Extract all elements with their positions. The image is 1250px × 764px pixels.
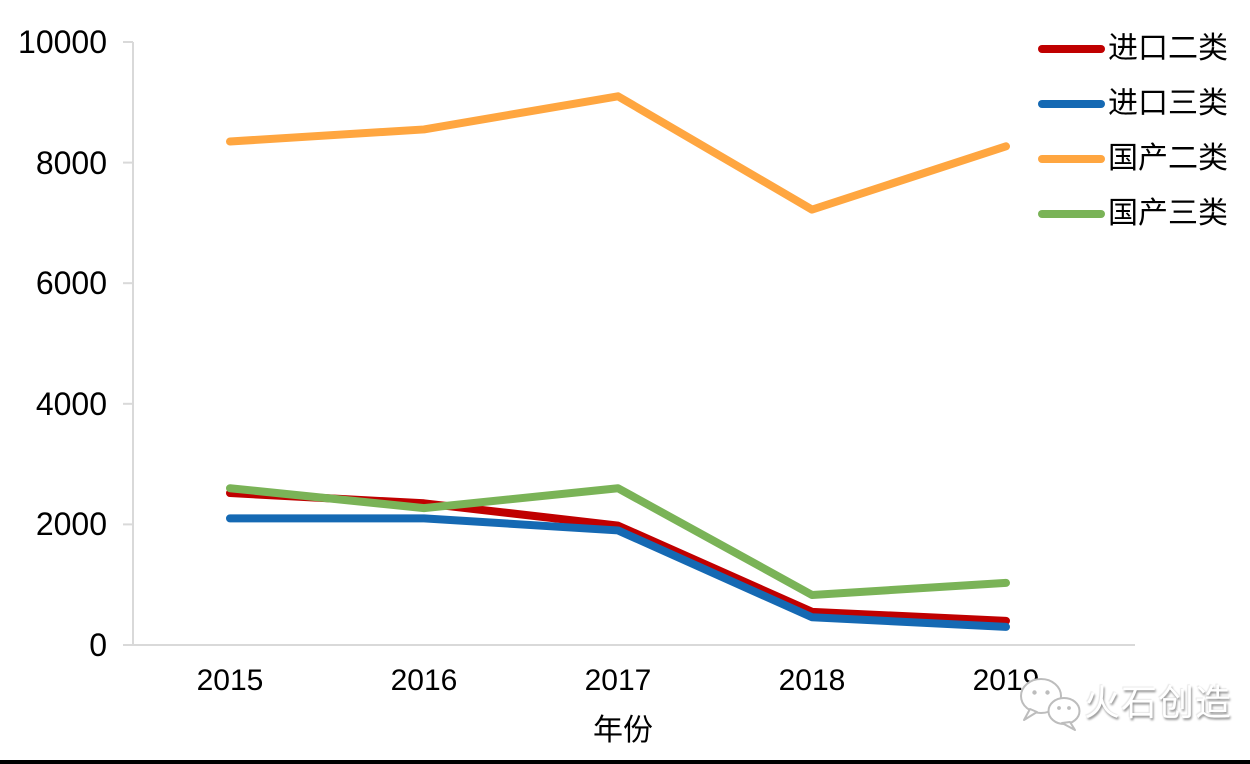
x-axis-tick-label: 2018 xyxy=(778,664,846,697)
legend-item: 进口三类 xyxy=(1038,76,1228,131)
legend-item: 国产三类 xyxy=(1038,186,1228,241)
series-line-进口二类 xyxy=(226,489,1010,625)
series-line-进口三类 xyxy=(226,514,1010,631)
x-axis-title: 年份 xyxy=(593,714,653,747)
wechat-logo-icon xyxy=(1020,678,1081,731)
legend-item: 进口二类 xyxy=(1038,21,1228,76)
bottom-divider xyxy=(0,760,1250,764)
legend-label: 国产二类 xyxy=(1108,141,1228,175)
legend-label: 进口三类 xyxy=(1108,86,1228,120)
legend-swatch xyxy=(1038,209,1105,218)
x-axis-tick-label: 2016 xyxy=(390,664,458,697)
y-axis-tick-label: 10000 xyxy=(18,24,107,60)
legend-item: 国产二类 xyxy=(1038,131,1228,186)
legend-swatch xyxy=(1038,154,1105,163)
y-axis-tick-label: 0 xyxy=(89,627,107,663)
legend: 进口二类进口三类国产二类国产三类 xyxy=(1038,21,1228,241)
y-axis-tick-label: 6000 xyxy=(35,265,107,302)
axis-frame xyxy=(132,42,1135,646)
y-axis-tick-label: 4000 xyxy=(35,385,107,422)
series-line-国产二类 xyxy=(226,92,1010,214)
legend-swatch xyxy=(1038,44,1105,53)
legend-swatch xyxy=(1038,99,1105,108)
x-axis-tick-label: 2015 xyxy=(196,664,264,697)
y-axis-tick-label: 2000 xyxy=(35,506,107,543)
series-line-国产三类 xyxy=(226,484,1010,599)
x-axis-tick-label: 2017 xyxy=(584,664,652,697)
y-axis-tick-label: 8000 xyxy=(35,144,107,181)
legend-label: 进口二类 xyxy=(1108,31,1228,65)
legend-label: 国产三类 xyxy=(1108,196,1228,230)
watermark: 火石创造 xyxy=(1018,674,1232,732)
watermark-text: 火石创造 xyxy=(1084,682,1233,723)
